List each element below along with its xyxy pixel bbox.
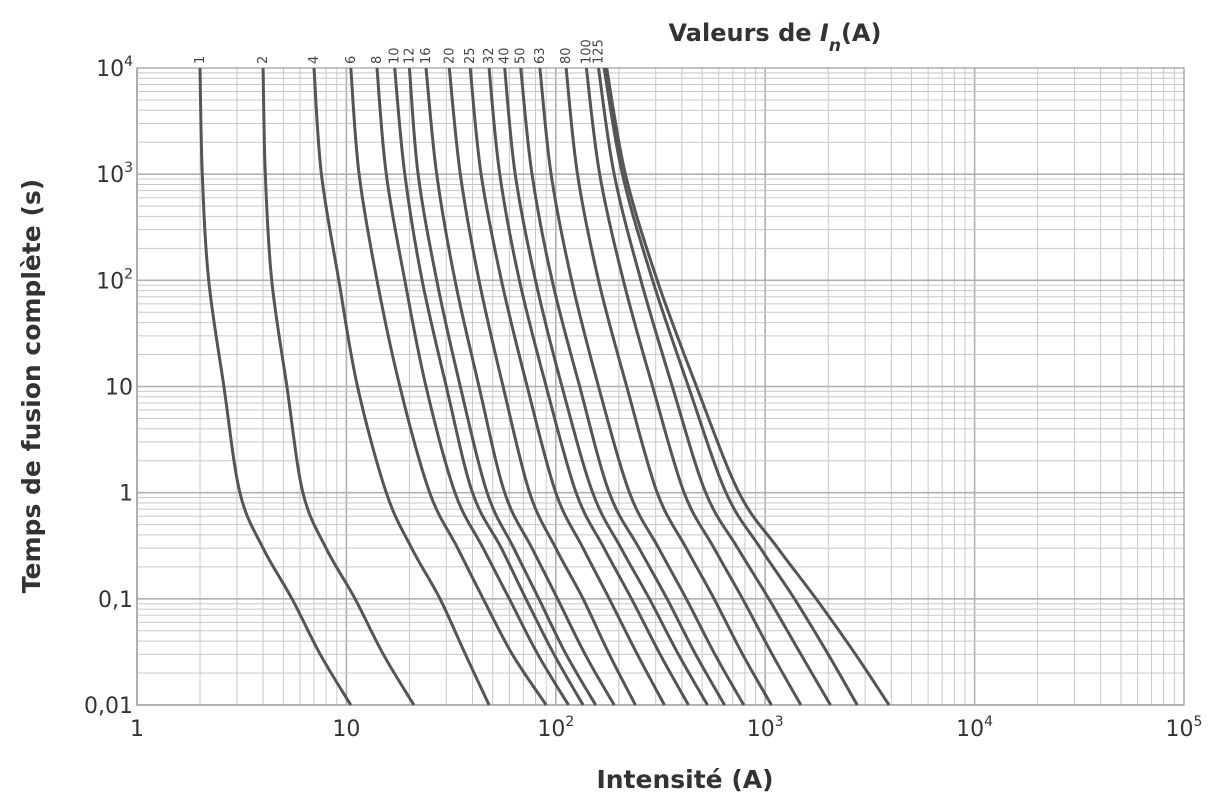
series-label-1: 1 [193, 56, 208, 64]
series-curve-50 [519, 67, 726, 706]
series-label-63: 63 [533, 47, 548, 64]
series-curve-10 [393, 67, 585, 706]
series-curve-32 [487, 67, 690, 706]
series-curve-63 [538, 67, 746, 706]
x-tick-label: 105 [1166, 714, 1203, 742]
series-curve-6 [349, 67, 548, 706]
series-label-50: 50 [514, 47, 529, 64]
x-tick-label: 10 [332, 717, 360, 742]
y-tick-label: 0,1 [98, 588, 133, 613]
series-label-25: 25 [463, 47, 478, 64]
series-label-4: 4 [307, 56, 322, 64]
y-tick-labels: 0,01 0,1 1 10 102 103 104 [84, 54, 133, 719]
y-tick-label: 10 [105, 376, 133, 401]
series-curve-80 [564, 67, 773, 706]
series-curve-unlabeled-18 [605, 67, 891, 706]
x-tick-label: 103 [747, 714, 784, 742]
series-label-80: 80 [559, 47, 574, 64]
y-tick-label: 102 [96, 266, 133, 294]
x-tick-label: 104 [956, 714, 993, 742]
series-label-125: 125 [592, 39, 607, 64]
series-label-40: 40 [498, 47, 513, 64]
x-tick-label: 102 [537, 714, 574, 742]
series-label-32: 32 [482, 47, 497, 64]
series-curve-40 [503, 67, 709, 706]
y-axis-label: Temps de fusion complète (s) [17, 179, 46, 593]
series-curve-125 [597, 67, 832, 706]
series-label-6: 6 [344, 56, 359, 64]
series-curve-8 [375, 67, 570, 706]
series-label-100: 100 [579, 39, 594, 64]
x-tick-labels: 1 10 102 103 104 105 [130, 714, 1202, 742]
series-label-16: 16 [419, 47, 434, 64]
y-tick-label: 0,01 [84, 694, 133, 719]
chart-grid [136, 68, 1184, 706]
series-label-10: 10 [388, 47, 403, 64]
x-axis-label: Intensité (A) [596, 765, 773, 794]
series-label-12: 12 [402, 47, 417, 64]
series-curve-100 [584, 67, 803, 706]
series-curve-12 [407, 67, 597, 706]
y-tick-label: 103 [96, 160, 133, 188]
series-curve-20 [447, 67, 637, 706]
series-curves [198, 67, 891, 706]
x-tick-label: 1 [130, 717, 144, 742]
series-curve-unlabeled-17 [602, 67, 859, 706]
series-curve-1 [198, 67, 353, 706]
series-curve-2 [261, 67, 416, 706]
series-curve-16 [424, 67, 616, 706]
y-tick-label: 104 [96, 54, 133, 82]
series-label-2: 2 [256, 56, 271, 64]
series-curve-4 [312, 67, 491, 706]
series-label-20: 20 [442, 47, 457, 64]
y-tick-label: 1 [119, 482, 133, 507]
plot-frame [136, 67, 1185, 706]
chart-title: Valeurs de In(A) [669, 19, 882, 56]
series-label-8: 8 [370, 56, 385, 64]
series-curve-25 [468, 67, 666, 706]
